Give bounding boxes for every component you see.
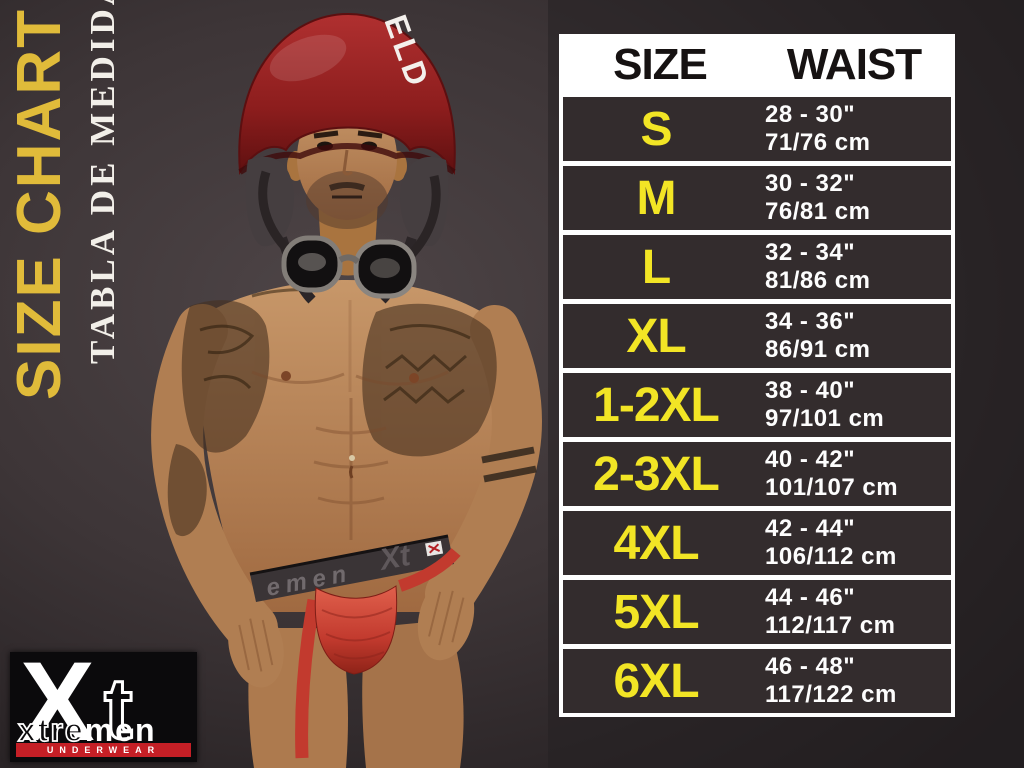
waist-cm: 71/76 cm [765, 129, 871, 156]
navel-piercing [349, 455, 355, 461]
size-cell: S [640, 102, 672, 156]
size-cell: L [641, 240, 671, 294]
logo-wordmark: xtremen [17, 713, 157, 747]
body-shading [251, 300, 449, 540]
waist-cm: 112/117 cm [765, 612, 896, 639]
waist-inches: 44 - 46" [765, 584, 856, 611]
waist-cell: 44 - 46" 112/117 cm [749, 584, 951, 640]
size-cell: 1-2XL [593, 378, 720, 432]
size-cell: 5XL [613, 585, 699, 639]
waist-cell: 30 - 32" 76/81 cm [749, 170, 951, 226]
waist-cell: 32 - 34" 81/86 cm [749, 239, 951, 295]
waist-cm: 117/122 cm [765, 681, 897, 708]
waist-inches: 34 - 36" [765, 308, 856, 335]
body-detail [409, 373, 419, 383]
table-row: 1-2XL 38 - 40" 97/101 cm [563, 373, 951, 437]
size-table: SIZE WAIST S 28 - 30" 71/76 cm M 30 - 32… [559, 34, 955, 717]
table-body: S 28 - 30" 71/76 cm M 30 - 32" 76/81 cm … [563, 97, 951, 713]
waistband-tag [425, 540, 444, 557]
table-row: 2-3XL 40 - 42" 101/107 cm [563, 442, 951, 506]
waist-cell: 28 - 30" 71/76 cm [749, 101, 951, 157]
waist-inches: 42 - 44" [765, 515, 856, 542]
helmet-ear-flap [245, 156, 294, 247]
waist-cm: 106/112 cm [765, 543, 897, 570]
xtremen-logo: X t xtremen UNDERWEAR [10, 646, 197, 762]
table-row: XL 34 - 36" 86/91 cm [563, 304, 951, 368]
jockstrap: emen Xt [249, 534, 461, 759]
page-subtitle: TABLA DE MEDIDAS [83, 0, 122, 364]
table-row: S 28 - 30" 71/76 cm [563, 97, 951, 161]
table-row: 4XL 42 - 44" 106/112 cm [563, 511, 951, 575]
waist-inches: 46 - 48" [765, 653, 856, 680]
waist-cm: 86/91 cm [765, 336, 871, 363]
waist-cm: 76/81 cm [765, 198, 871, 225]
table-row: M 30 - 32" 76/81 cm [563, 166, 951, 230]
table-header: SIZE WAIST [563, 38, 951, 92]
size-cell: 4XL [613, 516, 699, 570]
logo-big-t: t [103, 661, 135, 757]
waist-cell: 42 - 44" 106/112 cm [749, 515, 951, 571]
tattoo-pattern-lines [199, 288, 471, 404]
logo-word-outline: xtre [17, 712, 85, 748]
size-cell: M [636, 171, 677, 225]
header-waist: WAIST [786, 40, 922, 89]
table-row: 6XL 46 - 48" 117/122 cm [563, 649, 951, 713]
waist-cm: 101/107 cm [765, 474, 899, 501]
waist-cell: 46 - 48" 117/122 cm [749, 653, 951, 709]
size-cell: 6XL [613, 654, 699, 708]
header-size: SIZE [613, 40, 708, 89]
waist-inches: 32 - 34" [765, 239, 856, 266]
waist-inches: 28 - 30" [765, 101, 856, 128]
waist-cm: 97/101 cm [765, 405, 885, 432]
waist-inches: 40 - 42" [765, 446, 856, 473]
model-hands [228, 575, 475, 688]
waist-inches: 30 - 32" [765, 170, 856, 197]
waist-cell: 38 - 40" 97/101 cm [749, 377, 951, 433]
waist-inches: 38 - 40" [765, 377, 856, 404]
size-cell: 2-3XL [593, 447, 720, 501]
table-row: L 32 - 34" 81/86 cm [563, 235, 951, 299]
jockstrap-right-strap [398, 547, 461, 592]
waist-cm: 81/86 cm [765, 267, 871, 294]
logo-big-x: X [20, 639, 95, 764]
page-title: SIZE CHART [5, 8, 74, 400]
beard [306, 171, 388, 229]
armband-tattoo [481, 446, 537, 483]
logo-underwear-banner: UNDERWEAR [16, 743, 191, 757]
table-row: 5XL 44 - 46" 112/117 cm [563, 580, 951, 644]
size-cell: XL [626, 309, 686, 363]
logo-word-solid: men [84, 712, 157, 748]
jockstrap-pouch [314, 585, 398, 675]
goggles [258, 170, 441, 299]
jockstrap-left-strap [295, 598, 321, 759]
waist-cell: 34 - 36" 86/91 cm [749, 308, 951, 364]
waist-cell: 40 - 42" 101/107 cm [749, 446, 951, 502]
body-detail [281, 371, 291, 381]
navel [349, 465, 354, 479]
